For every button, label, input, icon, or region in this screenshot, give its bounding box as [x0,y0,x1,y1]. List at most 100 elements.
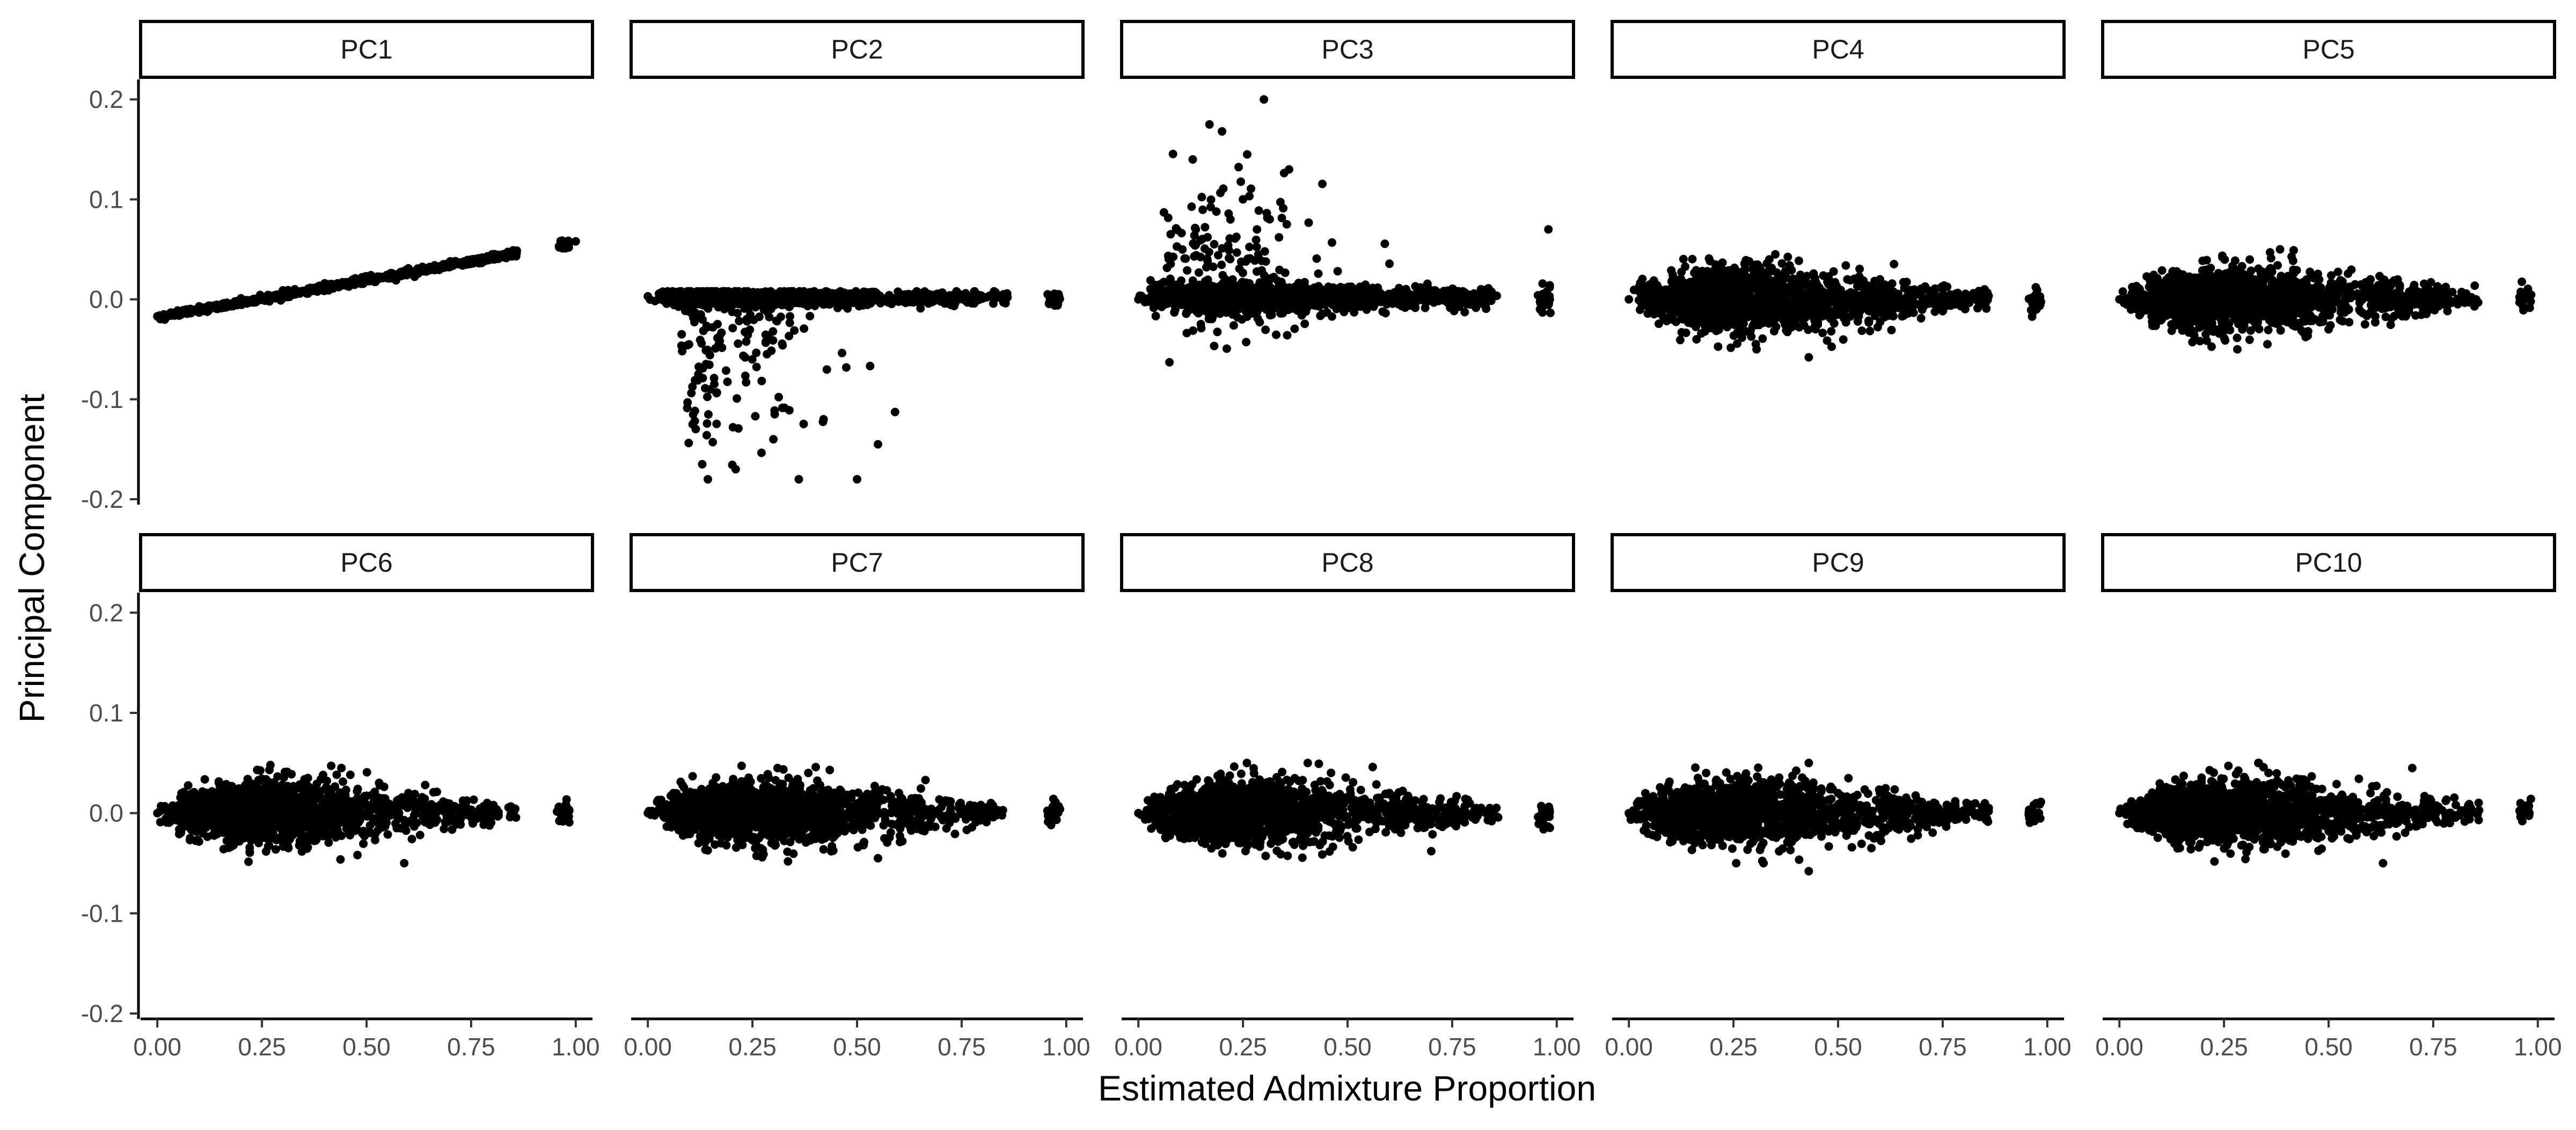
scatter-point [710,380,719,389]
scatter-point [954,294,963,303]
scatter-point [297,288,306,297]
scatter-point [1314,269,1323,278]
scatter-point [1276,307,1285,316]
scatter-point [698,364,707,373]
scatter-point [1169,252,1178,261]
scatter-point [1391,291,1400,300]
scatter-point [166,308,175,317]
scatter-point [703,392,712,402]
scatter-point [1229,321,1238,330]
facet-panel-pc1: PC1 [139,20,594,324]
scatter-point [1205,120,1214,129]
scatter-point [785,406,794,415]
scatter-point [1203,254,1212,264]
scatter-point [901,290,910,299]
scatter-point [766,304,775,314]
scatter-point [751,412,760,421]
scatter-point [478,258,487,267]
scatter-point [1233,313,1242,322]
scatter-point [741,353,750,362]
scatter-point [1293,296,1302,305]
scatter-point [733,394,741,403]
scatter-point [1262,209,1271,217]
scatter-point [1260,95,1269,104]
scatter-point [1221,304,1230,313]
scatter-point [772,317,781,326]
facet-strip-label: PC2 [831,34,883,64]
scatter-point [1261,325,1270,334]
scatter-point [935,289,945,298]
scatter-point [571,237,580,246]
facet-strip-label: PC1 [340,34,392,64]
scatter-point [778,341,787,350]
scatter-point [708,438,718,447]
scatter-point [868,289,877,298]
scatter-point [1349,293,1358,302]
facet-strip-label: PC4 [1812,34,1864,64]
scatter-point [752,348,761,358]
scatter-point [1187,202,1196,211]
scatter-point [1254,250,1263,259]
scatter-point [1320,295,1329,304]
scatter-point [404,269,413,279]
scatter-point [866,361,875,370]
scatter-point [275,292,284,301]
scatter-point [702,431,711,440]
scatter-point [683,341,692,350]
scatter-point [1865,326,1875,336]
scatter-point [1411,303,1420,312]
scatter-point [384,274,393,283]
scatter-point [1162,264,1172,272]
scatter-point [1210,341,1219,351]
scatter-point [708,289,717,298]
scatter-point [711,344,720,353]
scatter-point [1238,268,1247,278]
scatter-point [716,290,725,300]
scatter-point [774,392,783,402]
scatter-point [905,297,914,307]
scatter-point [1421,303,1430,312]
scatter-point [856,297,865,306]
scatter-point [1240,294,1249,303]
scatter-point [1804,353,1813,362]
scatter-point [741,301,750,310]
scatter-point [660,296,669,304]
scatter-point [1385,259,1394,268]
scatter-point [802,296,811,305]
scatter-point [833,302,843,311]
scatter-point [1197,298,1206,307]
scatter-point [704,410,713,419]
scatter-point [1261,257,1270,266]
scatter-point [843,304,852,313]
scatter-point [1189,279,1198,288]
scatter-point [191,307,200,316]
scatter-point [1169,299,1178,308]
scatter-point [1300,319,1309,329]
scatter-point [1890,260,1899,268]
scatter-point [721,366,730,375]
scatter-point [687,303,696,312]
scatter-point [1191,251,1201,260]
scatter-point [728,324,737,333]
scatter-point [1216,188,1225,198]
scatter-point [1230,294,1239,303]
scatter-point [1194,309,1203,318]
scatter-point [786,312,794,321]
scatter-point [1433,288,1442,297]
scatter-point [1253,225,1262,234]
scatter-point [806,311,815,320]
scatter-point [1272,330,1280,339]
scatter-point [1300,278,1309,287]
scatter-point [1544,225,1553,234]
scatter-point [1376,293,1385,302]
facet-panel-pc4: PC4 [1611,20,2066,362]
scatter-point [1236,177,1246,186]
scatter-point [423,264,432,273]
scatter-point [1265,300,1275,309]
scatter-point [1282,220,1291,229]
scatter-point [785,332,794,340]
scatter-point [874,440,882,449]
scatter-point [1245,243,1254,251]
scatter-point [1217,281,1226,290]
